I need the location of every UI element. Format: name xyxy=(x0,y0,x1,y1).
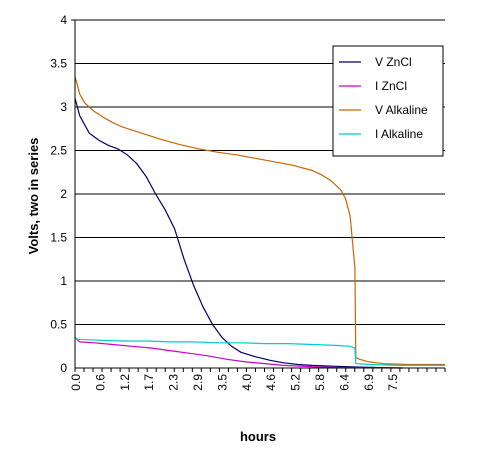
series-line-i-alkaline xyxy=(74,337,445,366)
x-tick-label: 4.0 xyxy=(240,374,254,391)
x-tick-label: 2.9 xyxy=(191,374,205,391)
y-tick-label: 2 xyxy=(60,187,67,201)
x-tick-label: 4.6 xyxy=(264,374,278,391)
y-axis-title: Volts, two in series xyxy=(26,138,41,255)
legend-box xyxy=(332,45,444,157)
y-tick-label: 1 xyxy=(60,274,67,288)
x-tick-label: 6.4 xyxy=(337,374,351,391)
y-tick-label: 3.5 xyxy=(50,57,67,71)
axes xyxy=(71,19,446,372)
legend-label: I Alkaline xyxy=(375,127,423,141)
x-axis-title: hours xyxy=(240,429,276,444)
series-line-i-zncl xyxy=(74,337,403,369)
legend: V ZnCl I ZnCl V Alkaline I Alkaline xyxy=(332,45,444,157)
series-line-v-zncl xyxy=(74,98,403,369)
series-lines xyxy=(74,76,445,369)
legend-label: I ZnCl xyxy=(375,79,407,93)
y-tick-label: 1.5 xyxy=(50,231,67,245)
y-tick-label: 3 xyxy=(60,100,67,114)
x-tick-label: 3.5 xyxy=(215,374,229,391)
x-tick-label: 1.7 xyxy=(142,374,156,391)
gridlines xyxy=(75,19,445,325)
y-tick-label: 4 xyxy=(60,13,67,27)
y-tick-label: 2.5 xyxy=(50,144,67,158)
y-tick-label: 0 xyxy=(60,361,67,375)
y-tick-labels: 0 0.5 1 1.5 2 2.5 3 3.5 4 xyxy=(50,13,67,375)
x-tick-label: 6.9 xyxy=(362,374,376,391)
x-tick-label: 5.8 xyxy=(313,374,327,391)
legend-label: V ZnCl xyxy=(375,55,412,69)
x-tick-label: 2.3 xyxy=(167,374,181,391)
x-tick-label: 0.6 xyxy=(93,374,107,391)
x-tick-label: 0.0 xyxy=(69,374,83,391)
y-tick-label: 0.5 xyxy=(50,318,67,332)
x-tick-label: 7.5 xyxy=(386,374,400,391)
x-tick-label: 5.2 xyxy=(289,374,303,391)
x-tick-label: 1.2 xyxy=(118,374,132,391)
legend-label: V Alkaline xyxy=(375,103,428,117)
x-tick-labels: 0.0 0.6 1.2 1.7 2.3 2.9 3.5 4.0 4.6 5.2 5.8 6.4 6.9 7… xyxy=(69,374,400,391)
